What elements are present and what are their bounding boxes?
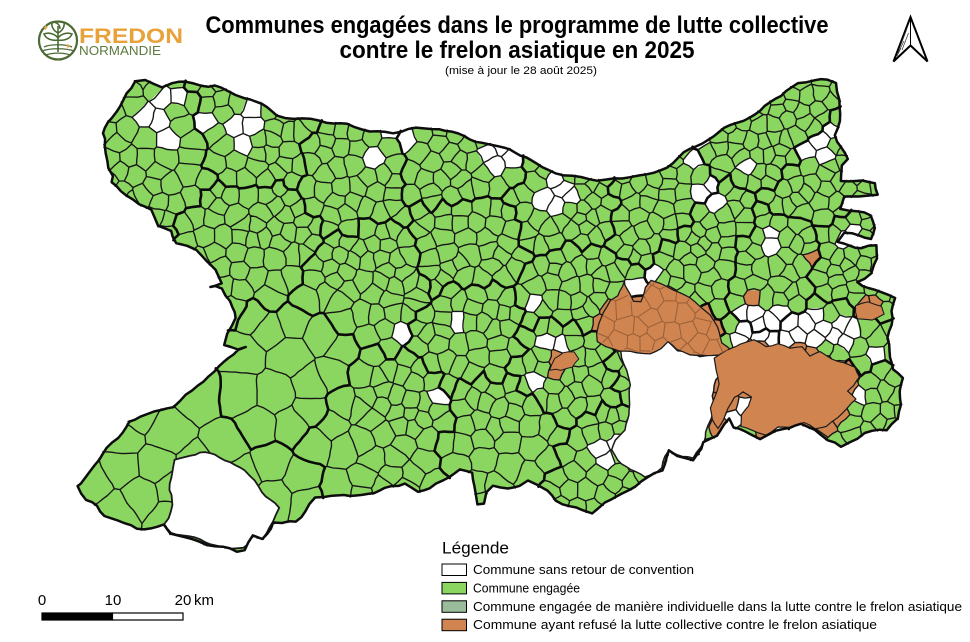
svg-text:Communes engagées dans le prog: Communes engagées dans le programme de l… [206, 12, 829, 39]
svg-text:NORMANDIE: NORMANDIE [79, 44, 161, 58]
svg-text:10: 10 [105, 592, 122, 609]
svg-text:Commune ayant refusé la lutte: Commune ayant refusé la lutte collective… [473, 618, 877, 632]
svg-text:Commune sans retour de convent: Commune sans retour de convention [473, 563, 694, 577]
svg-text:FREDON: FREDON [79, 25, 183, 48]
svg-text:Commune engagée: Commune engagée [473, 581, 580, 595]
svg-text:Légende: Légende [442, 540, 509, 558]
svg-text:Commune engagée de manière ind: Commune engagée de manière individuelle … [473, 600, 962, 614]
svg-text:20: 20 [175, 592, 192, 609]
svg-text:contre le frelon asiatique en: contre le frelon asiatique en 2025 [340, 37, 695, 64]
svg-text:(mise à jour le 28 août 2025): (mise à jour le 28 août 2025) [445, 65, 597, 77]
svg-text:0: 0 [38, 592, 46, 609]
svg-text:km: km [194, 592, 214, 609]
